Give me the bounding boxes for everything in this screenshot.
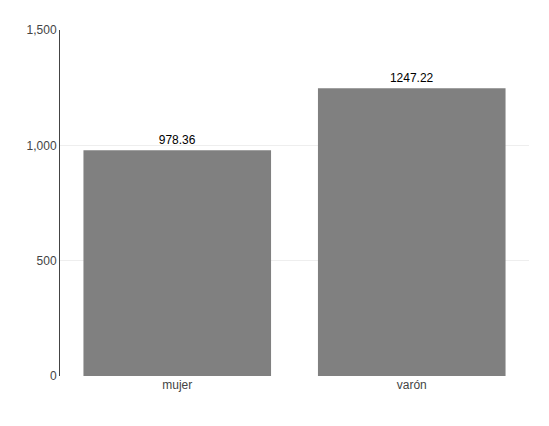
- svg-text:1,000: 1,000: [27, 139, 57, 153]
- svg-text:500: 500: [37, 254, 57, 268]
- svg-text:mujer: mujer: [162, 378, 192, 392]
- svg-text:1,500: 1,500: [27, 23, 57, 37]
- svg-text:1247.22: 1247.22: [390, 71, 434, 85]
- svg-text:varón: varón: [397, 378, 427, 392]
- svg-text:0: 0: [50, 369, 57, 383]
- svg-text:978.36: 978.36: [159, 133, 196, 147]
